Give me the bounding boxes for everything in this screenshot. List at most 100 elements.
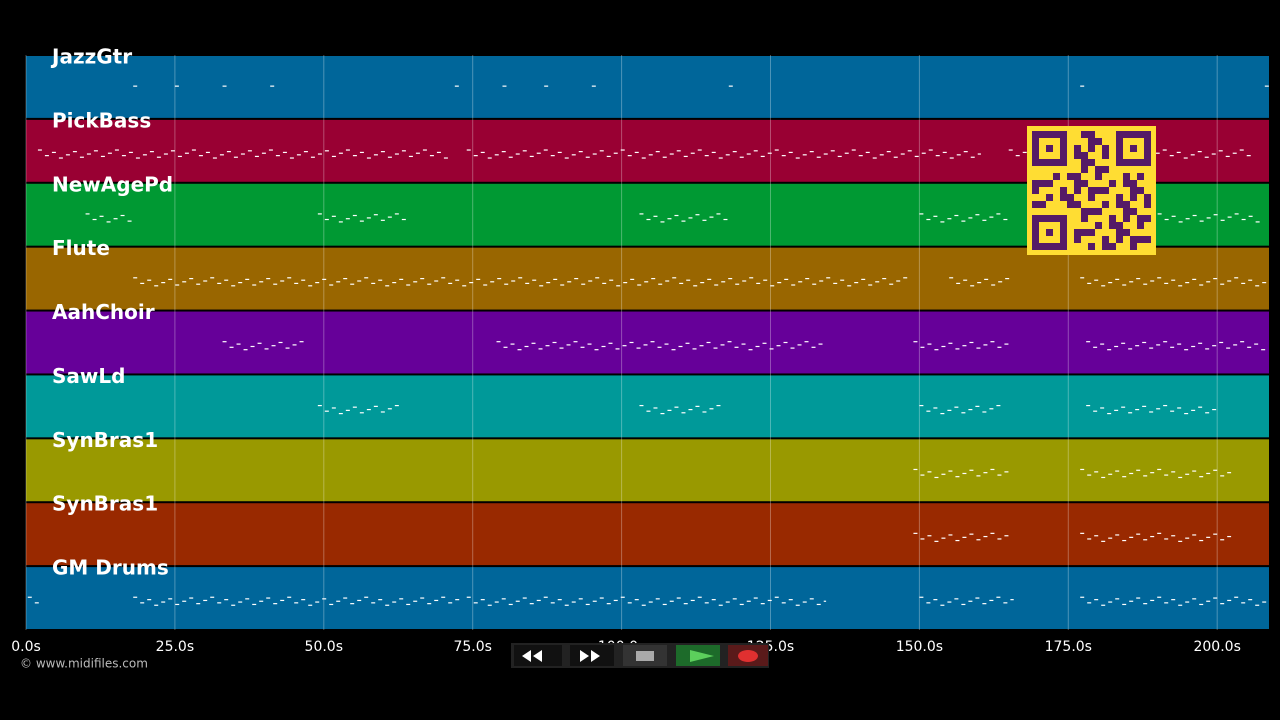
qr-cell	[1046, 229, 1053, 236]
qr-cell	[1144, 236, 1151, 243]
note-span	[466, 596, 827, 606]
track-name: AahChoir	[52, 300, 155, 324]
qr-cell	[1081, 159, 1088, 166]
qr-cell	[1095, 138, 1102, 145]
note-span	[1086, 404, 1217, 415]
qr-cell	[1060, 187, 1067, 194]
note-span	[85, 213, 132, 223]
qr-cell	[1088, 138, 1095, 145]
track-row	[26, 375, 1269, 438]
qr-cell	[1102, 236, 1109, 243]
track-row	[26, 503, 1269, 566]
qr-cell	[1137, 236, 1144, 243]
track-name: JazzGtr	[50, 45, 132, 69]
x-tick-label: 50.0s	[305, 639, 343, 655]
qr-cell	[1074, 229, 1081, 236]
qr-cell	[1144, 215, 1151, 222]
note-span	[913, 341, 1009, 351]
qr-cell	[1046, 180, 1053, 187]
track-row	[26, 567, 1269, 629]
qr-cell	[1074, 152, 1081, 159]
track-name: SawLd	[52, 364, 125, 388]
qr-cell	[1116, 222, 1123, 229]
qr-cell	[1095, 222, 1102, 229]
qr-cell	[1144, 194, 1151, 201]
track-row	[26, 56, 1269, 118]
note-span	[1080, 532, 1232, 542]
qr-cell	[1137, 215, 1144, 222]
qr-cell	[1137, 222, 1144, 229]
x-tick-label: 75.0s	[453, 639, 491, 655]
qr-cell	[1123, 201, 1130, 208]
qr-cell	[1088, 243, 1095, 250]
qr-cell	[1109, 243, 1116, 250]
qr-cell	[1067, 194, 1074, 201]
qr-cell	[1039, 180, 1046, 187]
qr-cell	[1088, 131, 1095, 138]
rewind-button[interactable]	[514, 645, 562, 666]
qr-cell	[1095, 166, 1102, 173]
qr-cell	[1081, 166, 1088, 173]
qr-cell	[1088, 208, 1095, 215]
qr-cell	[1053, 173, 1060, 180]
x-tick-label: 150.0s	[896, 639, 943, 655]
note-span	[1080, 468, 1232, 479]
qr-cell	[1102, 145, 1109, 152]
note-span	[317, 213, 406, 223]
track-row	[26, 247, 1269, 310]
note-span	[639, 404, 721, 415]
record-button[interactable]	[728, 645, 768, 666]
note-span	[949, 277, 1010, 287]
note-span	[37, 149, 448, 159]
qr-cell	[1102, 187, 1109, 194]
note-span	[919, 596, 1014, 606]
fast-forward-button[interactable]	[570, 645, 614, 666]
qr-cell	[1081, 215, 1088, 222]
qr-cell	[1067, 173, 1074, 180]
note-span	[27, 596, 39, 604]
qr-cell	[1102, 201, 1109, 208]
qr-cell	[1039, 201, 1046, 208]
qr-cell	[1074, 145, 1081, 152]
x-tick-label: 175.0s	[1045, 639, 1092, 655]
note-span	[913, 532, 1009, 542]
x-tick-label: 0.0s	[11, 639, 41, 655]
qr-cell	[1074, 180, 1081, 187]
qr-cell	[1109, 222, 1116, 229]
qr-cell	[1130, 194, 1137, 201]
track-name: NewAgePd	[52, 172, 173, 196]
qr-cell	[1088, 159, 1095, 166]
x-tick-label: 25.0s	[156, 639, 194, 655]
qr-cell	[1074, 201, 1081, 208]
qr-cell	[1130, 236, 1137, 243]
qr-cell	[1137, 187, 1144, 194]
note-span	[639, 213, 728, 223]
qr-cell	[1102, 166, 1109, 173]
qr-cell	[1088, 145, 1095, 152]
note-span	[496, 341, 823, 351]
note-span	[913, 468, 1009, 479]
qr-cell	[1109, 215, 1116, 222]
qr-cell	[1130, 208, 1137, 215]
qr-cell	[1081, 131, 1088, 138]
qr-cell	[1067, 201, 1074, 208]
stop-button[interactable]	[623, 645, 667, 666]
play-button[interactable]	[676, 645, 720, 666]
track-name: SynBras1	[52, 492, 158, 516]
qr-cell	[1088, 187, 1095, 194]
qr-cell	[1116, 194, 1123, 201]
qr-cell	[1123, 215, 1130, 222]
note-span	[919, 213, 1008, 223]
qr-cell	[1095, 173, 1102, 180]
track-name: Flute	[52, 236, 110, 260]
qr-cell	[1109, 180, 1116, 187]
note-span	[317, 404, 399, 415]
qr-cell	[1102, 152, 1109, 159]
track-rows: JazzGtr PickBass NewAgePd Flute AahChoir SawL…	[25, 45, 1269, 630]
note-span	[222, 341, 304, 351]
qr-cell	[1123, 208, 1130, 215]
qr-code	[1027, 126, 1156, 255]
qr-cell	[1102, 243, 1109, 250]
qr-cell	[1032, 180, 1039, 187]
